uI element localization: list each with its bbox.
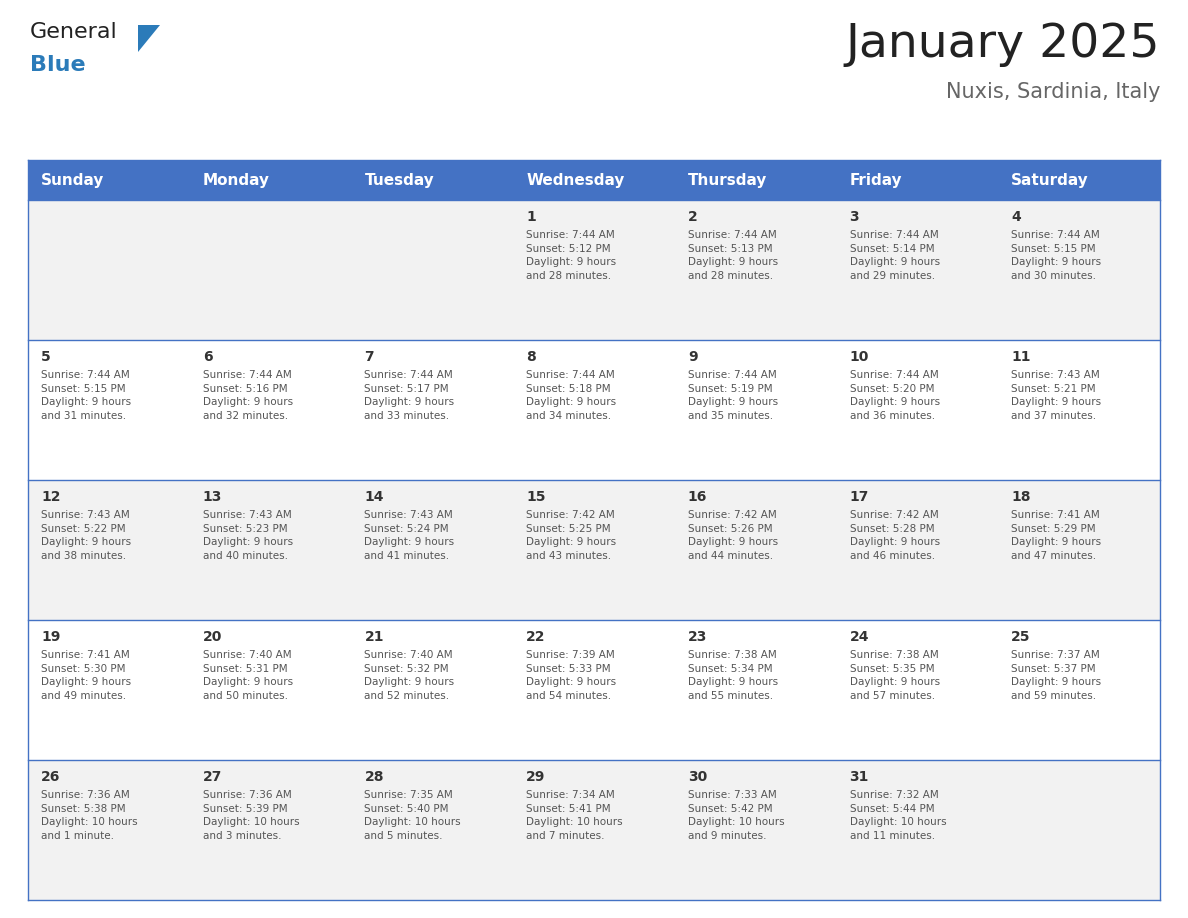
Text: 30: 30 xyxy=(688,770,707,784)
Bar xyxy=(675,160,836,200)
Text: Sunrise: 7:37 AM
Sunset: 5:37 PM
Daylight: 9 hours
and 59 minutes.: Sunrise: 7:37 AM Sunset: 5:37 PM Dayligh… xyxy=(1011,650,1101,700)
Text: 31: 31 xyxy=(849,770,868,784)
Text: Sunrise: 7:44 AM
Sunset: 5:14 PM
Daylight: 9 hours
and 29 minutes.: Sunrise: 7:44 AM Sunset: 5:14 PM Dayligh… xyxy=(849,230,940,281)
Text: 19: 19 xyxy=(42,630,61,644)
Text: 3: 3 xyxy=(849,210,859,224)
Text: Wednesday: Wednesday xyxy=(526,173,625,187)
Text: 9: 9 xyxy=(688,350,697,364)
Text: Sunrise: 7:44 AM
Sunset: 5:12 PM
Daylight: 9 hours
and 28 minutes.: Sunrise: 7:44 AM Sunset: 5:12 PM Dayligh… xyxy=(526,230,617,281)
Text: 26: 26 xyxy=(42,770,61,784)
Text: Sunrise: 7:36 AM
Sunset: 5:38 PM
Daylight: 10 hours
and 1 minute.: Sunrise: 7:36 AM Sunset: 5:38 PM Dayligh… xyxy=(42,790,138,841)
Text: Monday: Monday xyxy=(203,173,270,187)
Text: 6: 6 xyxy=(203,350,213,364)
Bar xyxy=(29,760,1159,900)
Bar xyxy=(29,340,1159,480)
Text: 13: 13 xyxy=(203,490,222,504)
Text: January 2025: January 2025 xyxy=(846,22,1159,67)
Text: Sunrise: 7:32 AM
Sunset: 5:44 PM
Daylight: 10 hours
and 11 minutes.: Sunrise: 7:32 AM Sunset: 5:44 PM Dayligh… xyxy=(849,790,946,841)
Text: 1: 1 xyxy=(526,210,536,224)
Text: 23: 23 xyxy=(688,630,707,644)
Text: 21: 21 xyxy=(365,630,384,644)
Text: Sunrise: 7:35 AM
Sunset: 5:40 PM
Daylight: 10 hours
and 5 minutes.: Sunrise: 7:35 AM Sunset: 5:40 PM Dayligh… xyxy=(365,790,461,841)
Text: Sunrise: 7:42 AM
Sunset: 5:25 PM
Daylight: 9 hours
and 43 minutes.: Sunrise: 7:42 AM Sunset: 5:25 PM Dayligh… xyxy=(526,510,617,561)
Text: Nuxis, Sardinia, Italy: Nuxis, Sardinia, Italy xyxy=(946,82,1159,102)
Text: Thursday: Thursday xyxy=(688,173,767,187)
Text: Sunrise: 7:38 AM
Sunset: 5:35 PM
Daylight: 9 hours
and 57 minutes.: Sunrise: 7:38 AM Sunset: 5:35 PM Dayligh… xyxy=(849,650,940,700)
Text: 17: 17 xyxy=(849,490,868,504)
Text: Sunrise: 7:44 AM
Sunset: 5:15 PM
Daylight: 9 hours
and 31 minutes.: Sunrise: 7:44 AM Sunset: 5:15 PM Dayligh… xyxy=(42,370,131,420)
Bar xyxy=(190,160,352,200)
Text: 18: 18 xyxy=(1011,490,1031,504)
Text: 8: 8 xyxy=(526,350,536,364)
Text: 2: 2 xyxy=(688,210,697,224)
Text: Sunrise: 7:44 AM
Sunset: 5:15 PM
Daylight: 9 hours
and 30 minutes.: Sunrise: 7:44 AM Sunset: 5:15 PM Dayligh… xyxy=(1011,230,1101,281)
Text: Sunrise: 7:33 AM
Sunset: 5:42 PM
Daylight: 10 hours
and 9 minutes.: Sunrise: 7:33 AM Sunset: 5:42 PM Dayligh… xyxy=(688,790,784,841)
Bar xyxy=(998,160,1159,200)
Text: 24: 24 xyxy=(849,630,870,644)
Text: Sunrise: 7:40 AM
Sunset: 5:32 PM
Daylight: 9 hours
and 52 minutes.: Sunrise: 7:40 AM Sunset: 5:32 PM Dayligh… xyxy=(365,650,455,700)
Text: 12: 12 xyxy=(42,490,61,504)
Text: 28: 28 xyxy=(365,770,384,784)
Text: 11: 11 xyxy=(1011,350,1031,364)
Text: Sunrise: 7:39 AM
Sunset: 5:33 PM
Daylight: 9 hours
and 54 minutes.: Sunrise: 7:39 AM Sunset: 5:33 PM Dayligh… xyxy=(526,650,617,700)
Text: 5: 5 xyxy=(42,350,51,364)
Text: Sunrise: 7:44 AM
Sunset: 5:13 PM
Daylight: 9 hours
and 28 minutes.: Sunrise: 7:44 AM Sunset: 5:13 PM Dayligh… xyxy=(688,230,778,281)
Text: Sunrise: 7:43 AM
Sunset: 5:24 PM
Daylight: 9 hours
and 41 minutes.: Sunrise: 7:43 AM Sunset: 5:24 PM Dayligh… xyxy=(365,510,455,561)
Text: Sunrise: 7:36 AM
Sunset: 5:39 PM
Daylight: 10 hours
and 3 minutes.: Sunrise: 7:36 AM Sunset: 5:39 PM Dayligh… xyxy=(203,790,299,841)
Text: Sunrise: 7:41 AM
Sunset: 5:30 PM
Daylight: 9 hours
and 49 minutes.: Sunrise: 7:41 AM Sunset: 5:30 PM Dayligh… xyxy=(42,650,131,700)
Text: Sunrise: 7:40 AM
Sunset: 5:31 PM
Daylight: 9 hours
and 50 minutes.: Sunrise: 7:40 AM Sunset: 5:31 PM Dayligh… xyxy=(203,650,292,700)
Text: Sunrise: 7:44 AM
Sunset: 5:17 PM
Daylight: 9 hours
and 33 minutes.: Sunrise: 7:44 AM Sunset: 5:17 PM Dayligh… xyxy=(365,370,455,420)
Text: Sunday: Sunday xyxy=(42,173,105,187)
Bar xyxy=(29,200,1159,340)
Text: Saturday: Saturday xyxy=(1011,173,1089,187)
Text: Sunrise: 7:44 AM
Sunset: 5:16 PM
Daylight: 9 hours
and 32 minutes.: Sunrise: 7:44 AM Sunset: 5:16 PM Dayligh… xyxy=(203,370,292,420)
Bar xyxy=(836,160,998,200)
Text: Sunrise: 7:44 AM
Sunset: 5:19 PM
Daylight: 9 hours
and 35 minutes.: Sunrise: 7:44 AM Sunset: 5:19 PM Dayligh… xyxy=(688,370,778,420)
Text: Friday: Friday xyxy=(849,173,902,187)
Text: Blue: Blue xyxy=(30,55,86,75)
Text: 20: 20 xyxy=(203,630,222,644)
Text: Sunrise: 7:34 AM
Sunset: 5:41 PM
Daylight: 10 hours
and 7 minutes.: Sunrise: 7:34 AM Sunset: 5:41 PM Dayligh… xyxy=(526,790,623,841)
Text: Sunrise: 7:38 AM
Sunset: 5:34 PM
Daylight: 9 hours
and 55 minutes.: Sunrise: 7:38 AM Sunset: 5:34 PM Dayligh… xyxy=(688,650,778,700)
Bar xyxy=(29,620,1159,760)
Text: 15: 15 xyxy=(526,490,545,504)
Bar xyxy=(352,160,513,200)
Text: 22: 22 xyxy=(526,630,545,644)
Text: 4: 4 xyxy=(1011,210,1020,224)
Text: 16: 16 xyxy=(688,490,707,504)
Text: Tuesday: Tuesday xyxy=(365,173,434,187)
Text: 29: 29 xyxy=(526,770,545,784)
Bar xyxy=(29,160,190,200)
Text: Sunrise: 7:42 AM
Sunset: 5:26 PM
Daylight: 9 hours
and 44 minutes.: Sunrise: 7:42 AM Sunset: 5:26 PM Dayligh… xyxy=(688,510,778,561)
Text: 7: 7 xyxy=(365,350,374,364)
Text: Sunrise: 7:42 AM
Sunset: 5:28 PM
Daylight: 9 hours
and 46 minutes.: Sunrise: 7:42 AM Sunset: 5:28 PM Dayligh… xyxy=(849,510,940,561)
Text: 25: 25 xyxy=(1011,630,1031,644)
Bar xyxy=(29,480,1159,620)
Text: Sunrise: 7:43 AM
Sunset: 5:22 PM
Daylight: 9 hours
and 38 minutes.: Sunrise: 7:43 AM Sunset: 5:22 PM Dayligh… xyxy=(42,510,131,561)
Text: 14: 14 xyxy=(365,490,384,504)
Text: Sunrise: 7:44 AM
Sunset: 5:20 PM
Daylight: 9 hours
and 36 minutes.: Sunrise: 7:44 AM Sunset: 5:20 PM Dayligh… xyxy=(849,370,940,420)
Text: Sunrise: 7:44 AM
Sunset: 5:18 PM
Daylight: 9 hours
and 34 minutes.: Sunrise: 7:44 AM Sunset: 5:18 PM Dayligh… xyxy=(526,370,617,420)
Text: General: General xyxy=(30,22,118,42)
Polygon shape xyxy=(138,25,160,52)
Text: Sunrise: 7:41 AM
Sunset: 5:29 PM
Daylight: 9 hours
and 47 minutes.: Sunrise: 7:41 AM Sunset: 5:29 PM Dayligh… xyxy=(1011,510,1101,561)
Bar xyxy=(513,160,675,200)
Text: Sunrise: 7:43 AM
Sunset: 5:21 PM
Daylight: 9 hours
and 37 minutes.: Sunrise: 7:43 AM Sunset: 5:21 PM Dayligh… xyxy=(1011,370,1101,420)
Text: Sunrise: 7:43 AM
Sunset: 5:23 PM
Daylight: 9 hours
and 40 minutes.: Sunrise: 7:43 AM Sunset: 5:23 PM Dayligh… xyxy=(203,510,292,561)
Text: 10: 10 xyxy=(849,350,868,364)
Text: 27: 27 xyxy=(203,770,222,784)
